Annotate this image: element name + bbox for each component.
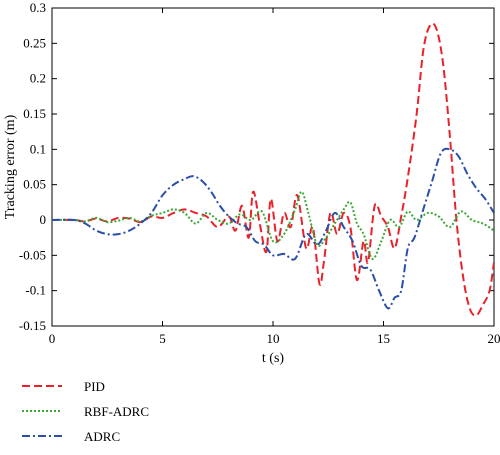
y-tick-label: 0.2 [30,71,46,86]
y-tick-label: -0.1 [25,283,46,298]
y-tick-label: 0.15 [23,106,46,121]
y-tick-label: 0 [40,212,47,227]
y-tick-label: 0.05 [23,177,46,192]
legend-label: RBF-ADRC [84,404,149,419]
legend-label: ADRC [84,429,120,444]
legend: PID RBF-ADRC ADRC [22,379,149,444]
series-line-rbf-adrc [52,190,494,260]
legend-label: PID [84,379,105,394]
x-axis-title: t (s) [262,351,285,366]
x-tick-label: 0 [49,331,56,346]
y-tick-label: -0.05 [19,247,46,262]
x-tick-label: 15 [377,331,390,346]
y-tick-label: 0.1 [30,141,46,156]
x-tick-label: 20 [488,331,500,346]
y-axis-title: Tracking error (m) [3,114,18,219]
series-line-adrc [52,147,494,310]
plot-area [51,7,495,327]
y-tick-label: 0.25 [23,35,46,50]
y-tick-label: -0.15 [19,318,46,333]
y-tick-label: 0.3 [30,0,46,15]
x-tick-label: 10 [267,331,280,346]
series-line-pid [52,22,494,317]
x-tick-label: 5 [159,331,166,346]
